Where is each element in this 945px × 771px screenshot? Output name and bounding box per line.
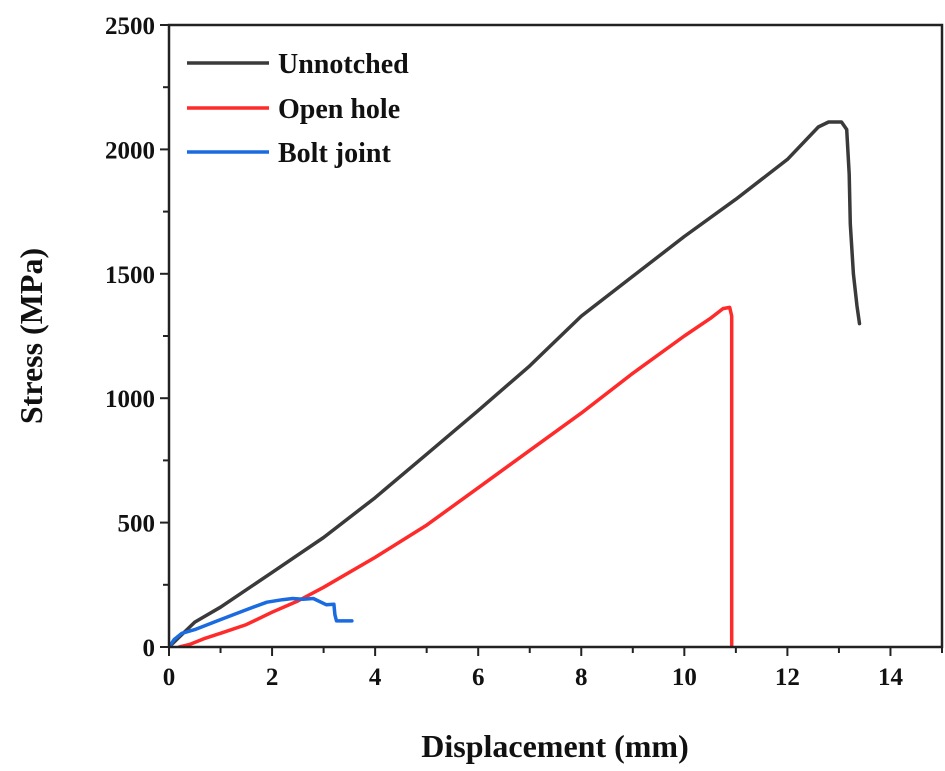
legend-label-unnotched: Unnotched: [278, 49, 409, 80]
x-tick-label: 10: [672, 664, 697, 691]
x-tick-label: 0: [163, 664, 176, 691]
x-axis-title: Displacement (mm): [421, 728, 688, 764]
series-line-bolt-joint: [169, 596, 354, 647]
x-tick-label: 4: [369, 664, 382, 691]
legend-label-open-hole: Open hole: [278, 94, 400, 125]
x-tick-label: 6: [472, 664, 485, 691]
legend-label-bolt-joint: Bolt joint: [278, 138, 391, 169]
y-tick-label: 1500: [105, 262, 155, 289]
x-tick-label: 2: [266, 664, 279, 691]
y-tick-label: 500: [118, 511, 156, 538]
x-tick-label: 14: [878, 664, 904, 691]
series-line-unnotched: [169, 120, 862, 647]
x-tick-label: 8: [575, 664, 588, 691]
legend: Unnotched Open hole Bolt joint: [187, 49, 409, 169]
y-tick-label: 0: [143, 635, 156, 662]
x-tick-label: 12: [775, 664, 800, 691]
y-tick-label: 1000: [105, 386, 155, 413]
series-line-open-hole: [177, 305, 734, 647]
y-tick-label: 2500: [105, 13, 155, 40]
y-axis-title: Stress (MPa): [13, 248, 49, 424]
y-tick-label: 2000: [105, 137, 155, 164]
